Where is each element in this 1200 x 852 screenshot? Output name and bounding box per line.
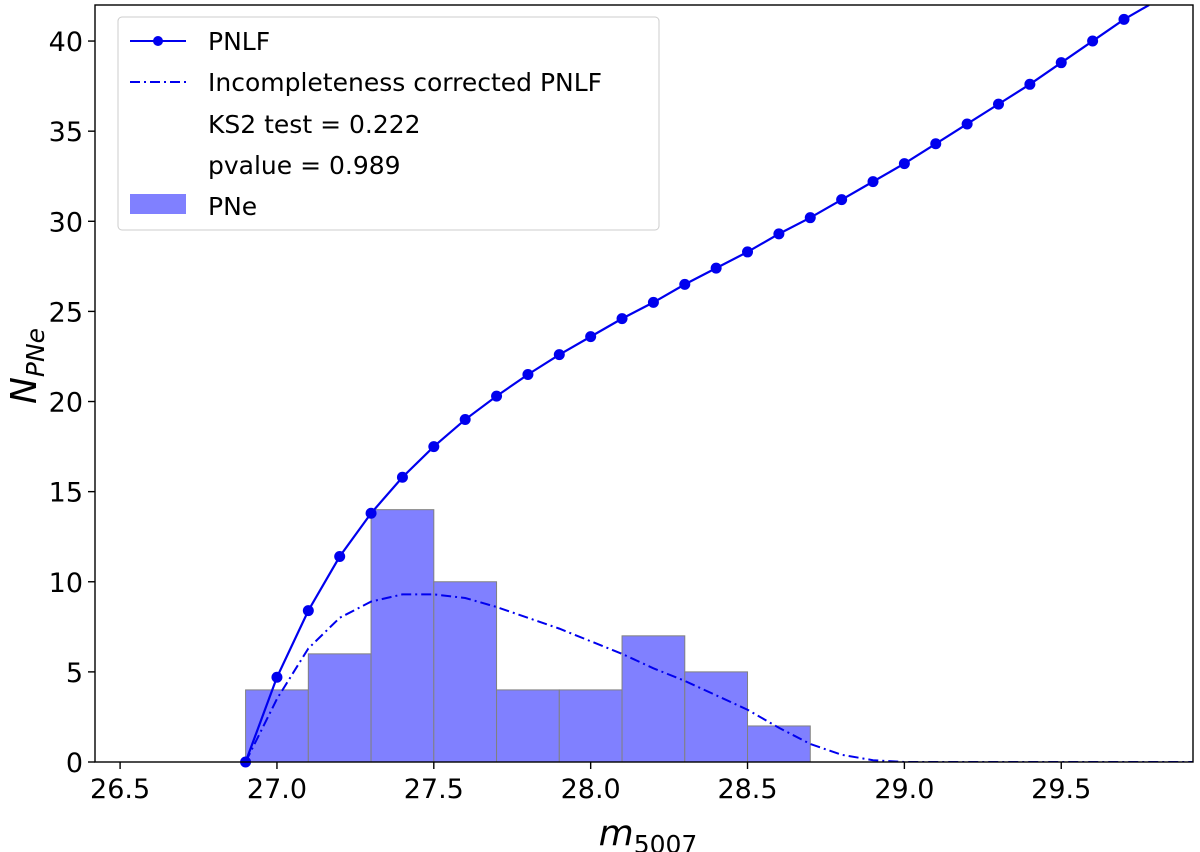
pnlf-point: [1024, 78, 1036, 90]
histogram-bar: [496, 689, 560, 763]
legend-box: [117, 16, 660, 231]
histogram-bar: [433, 581, 498, 763]
legend-pne-swatch: [130, 194, 186, 214]
pnlf-point: [396, 471, 408, 483]
y-tick-label: 40: [49, 27, 83, 58]
pnlf-point: [742, 246, 754, 258]
histogram-bar: [245, 689, 309, 763]
pnlf-point: [679, 278, 691, 290]
y-tick-label: 10: [49, 568, 83, 599]
legend-pnlf-label: PNLF: [208, 27, 270, 56]
pnlf-point: [961, 118, 973, 130]
pnlf-point: [428, 441, 440, 453]
histogram-layer: [245, 509, 811, 763]
legend-ks2-label: KS2 test = 0.222: [208, 110, 421, 139]
legend-corrected-label: Incompleteness corrected PNLF: [208, 68, 602, 97]
y-axis: 0 5 10 15 20 25 30 35 40: [49, 27, 95, 779]
x-tick-label: 28.0: [561, 774, 621, 805]
pnlf-point: [365, 507, 377, 519]
x-axis: 26.5 27.0 27.5 28.0 28.5 29.0 29.5: [90, 762, 1091, 805]
pnlf-point: [710, 262, 722, 274]
y-axis-label: NPNe: [4, 328, 50, 404]
corrected-pnlf-line: [244, 593, 1193, 762]
pnlf-point: [992, 98, 1004, 110]
pnlf-point: [1087, 35, 1099, 47]
pnlf-point: [491, 390, 503, 402]
pnlf-point: [1118, 13, 1130, 25]
pnlf-point: [302, 605, 314, 617]
pnlf-point: [522, 368, 534, 380]
histogram-bar: [307, 653, 372, 763]
pnlf-point: [271, 671, 283, 683]
x-tick-label: 26.5: [90, 774, 150, 805]
y-tick-label: 0: [66, 748, 83, 779]
histogram-bar: [370, 509, 435, 763]
y-tick-label: 15: [49, 478, 83, 509]
pnlf-point: [647, 296, 659, 308]
pnlf-point: [773, 228, 785, 240]
histogram-bar: [621, 635, 686, 763]
histogram-bar: [684, 671, 749, 763]
pnlf-point: [867, 176, 879, 188]
y-tick-label: 20: [49, 388, 83, 419]
plot-frame: [94, 4, 1194, 763]
series-layer: [240, 5, 1193, 768]
x-tick-label: 29.0: [874, 774, 934, 805]
pnlf-point: [898, 158, 910, 170]
pnlf-line: [244, 5, 1150, 762]
pnlf-point: [930, 138, 942, 150]
pnlf-point: [804, 212, 816, 224]
x-tick-label: 28.5: [717, 774, 777, 805]
x-axis-label: m5007: [599, 813, 698, 852]
pnlf-point: [553, 349, 565, 361]
y-tick-label: 35: [49, 117, 83, 148]
legend-pnlf-marker: [153, 36, 163, 46]
y-tick-label: 5: [66, 658, 83, 689]
legend-pvalue-label: pvalue = 0.989: [208, 151, 401, 180]
pnlf-point: [459, 414, 471, 426]
x-tick-label: 27.5: [404, 774, 464, 805]
pnlf-point: [334, 551, 346, 563]
histogram-bar: [558, 689, 623, 763]
y-tick-label: 25: [49, 297, 83, 328]
pnlf-point: [616, 313, 628, 325]
y-tick-label: 30: [49, 207, 83, 238]
legend: PNLF Incompleteness corrected PNLF KS2 t…: [117, 16, 660, 231]
pnlf-point: [585, 331, 597, 343]
x-tick-label: 29.5: [1031, 774, 1091, 805]
pnlf-point: [836, 194, 848, 206]
pnlf-point: [1055, 57, 1067, 69]
legend-pne-label: PNe: [208, 192, 257, 221]
histogram-bar: [747, 725, 811, 763]
x-tick-label: 27.0: [247, 774, 307, 805]
